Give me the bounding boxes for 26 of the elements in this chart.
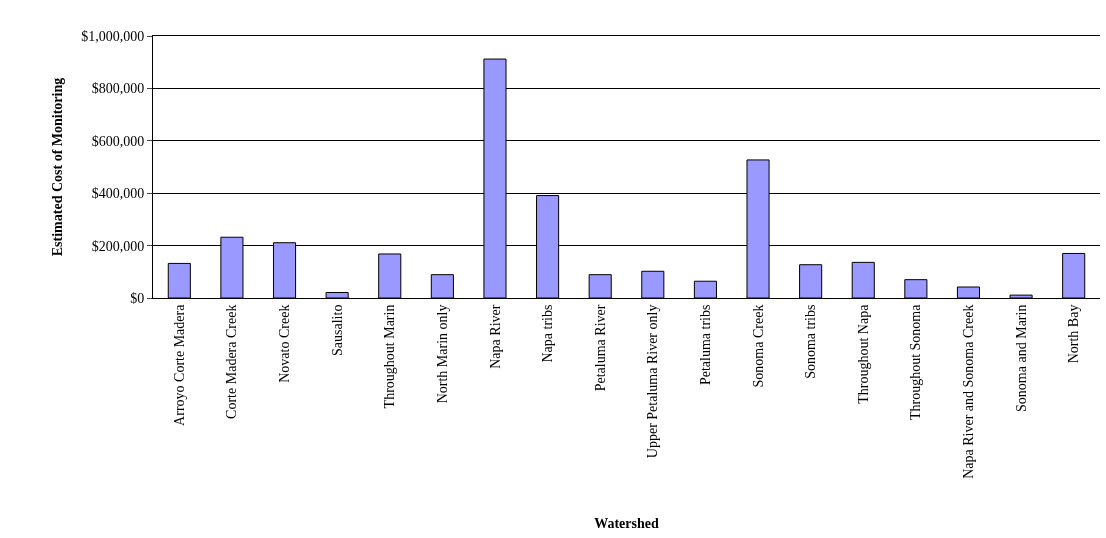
x-tick-label: Throughout Marin — [382, 304, 398, 409]
x-tick-label: Novato Creek — [277, 304, 293, 383]
x-tick-label: Petaluma River — [592, 304, 608, 392]
y-tick-label: $600,000 — [91, 133, 145, 149]
x-tick-label: Napa River and Sonoma Creek — [961, 304, 977, 479]
y-tick-label: $0 — [130, 290, 145, 306]
x-tick-label: Throughout Napa — [855, 303, 871, 404]
y-tick-label: $200,000 — [91, 238, 145, 254]
y-tick-label: $1,000,000 — [81, 28, 145, 44]
x-tick-label: North Marin only — [434, 304, 450, 404]
x-tick-label: Sonoma and Marin — [1013, 304, 1029, 412]
x-tick-label: Throughout Sonoma — [908, 303, 924, 421]
y-tick-label: $400,000 — [91, 186, 145, 202]
x-tick-label: North Bay — [1066, 304, 1082, 364]
x-tick-label: Sonoma tribs — [803, 304, 819, 379]
x-tick-label: Sonoma Creek — [750, 304, 766, 388]
y-axis-title: Estimated Cost of Monitoring — [49, 77, 65, 257]
x-tick-label: Arroyo Corte Madera — [171, 303, 187, 426]
x-tick-label: Napa River — [487, 304, 503, 369]
x-tick-label: Corte Madera Creek — [224, 304, 240, 419]
x-axis-title: Watershed — [594, 516, 659, 532]
x-tick-label: Upper Petaluma River only — [645, 304, 661, 459]
x-tick-label: Napa tribs — [540, 304, 556, 363]
x-tick-label: Petaluma tribs — [697, 304, 713, 386]
x-tick-label: Sausalito — [329, 304, 345, 356]
y-tick-label: $800,000 — [91, 81, 145, 97]
